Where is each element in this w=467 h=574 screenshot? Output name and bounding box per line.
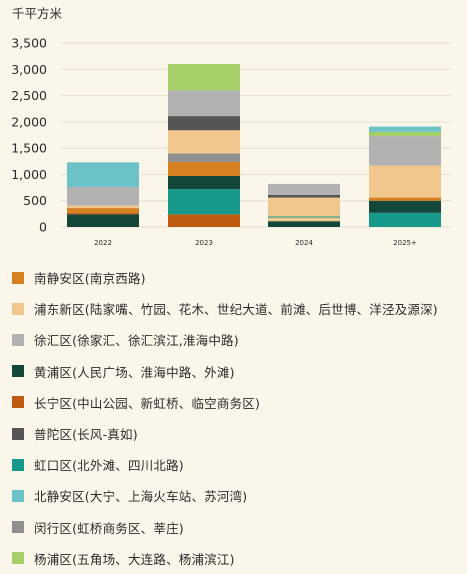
legend-label: 北静安区(大宁、上海火车站、苏河湾) bbox=[34, 489, 248, 505]
bar-stack-2022 bbox=[67, 162, 139, 227]
legend-item: 浦东新区(陆家嘴、竹园、花木、世纪大道、前滩、后世博、洋泾及源深) bbox=[12, 293, 464, 324]
bar-segment bbox=[168, 161, 240, 177]
legend-swatch bbox=[12, 396, 24, 409]
y-tick-label: 2,500 bbox=[11, 88, 47, 103]
legend-item: 黄浦区(人民广场、淮海中路、外滩) bbox=[12, 356, 464, 387]
bar-stack-2024 bbox=[268, 183, 340, 227]
bar-segment bbox=[168, 116, 240, 131]
legend-swatch bbox=[12, 458, 24, 471]
stacked-bar-chart: 千平方米 05001,0001,5002,0002,5003,0003,500 … bbox=[11, 6, 452, 247]
bar-segment bbox=[67, 187, 139, 206]
legend-label: 浦东新区(陆家嘴、竹园、花木、世纪大道、前滩、后世博、洋泾及源深) bbox=[34, 302, 438, 318]
bar-segment bbox=[268, 194, 340, 198]
bar-segment bbox=[369, 131, 441, 137]
bar-segment bbox=[268, 197, 340, 217]
y-tick-label: 0 bbox=[39, 220, 47, 235]
bar-segment bbox=[168, 176, 240, 190]
bar-segment bbox=[168, 153, 240, 162]
legend-item: 普陀区(长风-真如) bbox=[12, 418, 464, 449]
legend-label: 闵行区(虹桥商务区、莘庄) bbox=[34, 520, 184, 536]
bar-segment bbox=[168, 130, 240, 154]
y-axis-unit-label: 千平方米 bbox=[12, 6, 63, 21]
legend-item: 杨浦区(五角场、大连路、杨浦滨江) bbox=[12, 543, 464, 574]
legend-label: 徐汇区(徐家汇、徐汇滨江,淮海中路) bbox=[34, 333, 239, 349]
legend-swatch bbox=[12, 521, 24, 534]
legend-label: 黄浦区(人民广场、淮海中路、外滩) bbox=[34, 364, 235, 380]
bar-segment bbox=[268, 216, 340, 218]
x-tick-label: 2023 bbox=[195, 239, 213, 247]
x-tick-label: 2022 bbox=[94, 239, 112, 247]
legend-item: 北静安区(大宁、上海火车站、苏河湾) bbox=[12, 480, 464, 511]
legend-label: 杨浦区(五角场、大连路、杨浦滨江) bbox=[34, 551, 235, 567]
bar-segment bbox=[268, 221, 340, 227]
y-tick-label: 500 bbox=[23, 193, 47, 208]
bar-segment bbox=[369, 212, 441, 227]
legend-label: 普陀区(长风-真如) bbox=[34, 427, 138, 443]
bar-stack-2025+ bbox=[369, 126, 441, 227]
legend-label: 长宁区(中山公园、新虹桥、临空商务区) bbox=[34, 395, 261, 411]
bar-segment bbox=[67, 214, 139, 227]
legend-swatch bbox=[12, 427, 24, 440]
bar-segment bbox=[168, 214, 240, 227]
legend-item: 徐汇区(徐家汇、徐汇滨江,淮海中路) bbox=[12, 324, 464, 355]
y-tick-label: 3,000 bbox=[11, 62, 47, 77]
legend-label: 虹口区(北外滩、四川北路) bbox=[34, 458, 184, 474]
bar-segment bbox=[369, 197, 441, 201]
chart-legend: 南静安区(南京西路) 浦东新区(陆家嘴、竹园、花木、世纪大道、前滩、后世博、洋泾及… bbox=[12, 262, 464, 574]
bar-segment bbox=[67, 212, 139, 215]
y-tick-label: 3,500 bbox=[11, 36, 47, 51]
legend-item: 虹口区(北外滩、四川北路) bbox=[12, 449, 464, 480]
bar-stack-2023 bbox=[168, 64, 240, 227]
bar-segment bbox=[369, 200, 441, 213]
bar-segment bbox=[67, 208, 139, 213]
x-tick-label: 2024 bbox=[295, 239, 313, 247]
bar-segment bbox=[369, 126, 441, 132]
legend-swatch bbox=[12, 489, 24, 502]
legend-swatch bbox=[12, 365, 24, 378]
legend-item: 闵行区(虹桥商务区、莘庄) bbox=[12, 512, 464, 543]
bar-segment bbox=[168, 64, 240, 91]
bar-segment bbox=[168, 90, 240, 117]
legend-swatch bbox=[12, 552, 24, 565]
bar-segment bbox=[268, 217, 340, 222]
legend-label: 南静安区(南京西路) bbox=[34, 271, 146, 287]
legend-swatch bbox=[12, 271, 24, 284]
bar-segment bbox=[67, 162, 139, 188]
x-tick-label: 2025+ bbox=[393, 239, 417, 247]
legend-item: 长宁区(中山公园、新虹桥、临空商务区) bbox=[12, 387, 464, 418]
legend-item: 南静安区(南京西路) bbox=[12, 262, 464, 293]
bar-segment bbox=[67, 205, 139, 209]
bar-segment bbox=[369, 136, 441, 166]
y-tick-label: 2,000 bbox=[11, 114, 47, 129]
legend-swatch bbox=[12, 333, 24, 346]
bar-segment bbox=[369, 165, 441, 198]
bar-segment bbox=[268, 183, 340, 195]
y-tick-label: 1,500 bbox=[11, 141, 47, 156]
y-tick-label: 1,000 bbox=[11, 167, 47, 182]
legend-swatch bbox=[12, 302, 24, 315]
bar-segment bbox=[168, 189, 240, 215]
